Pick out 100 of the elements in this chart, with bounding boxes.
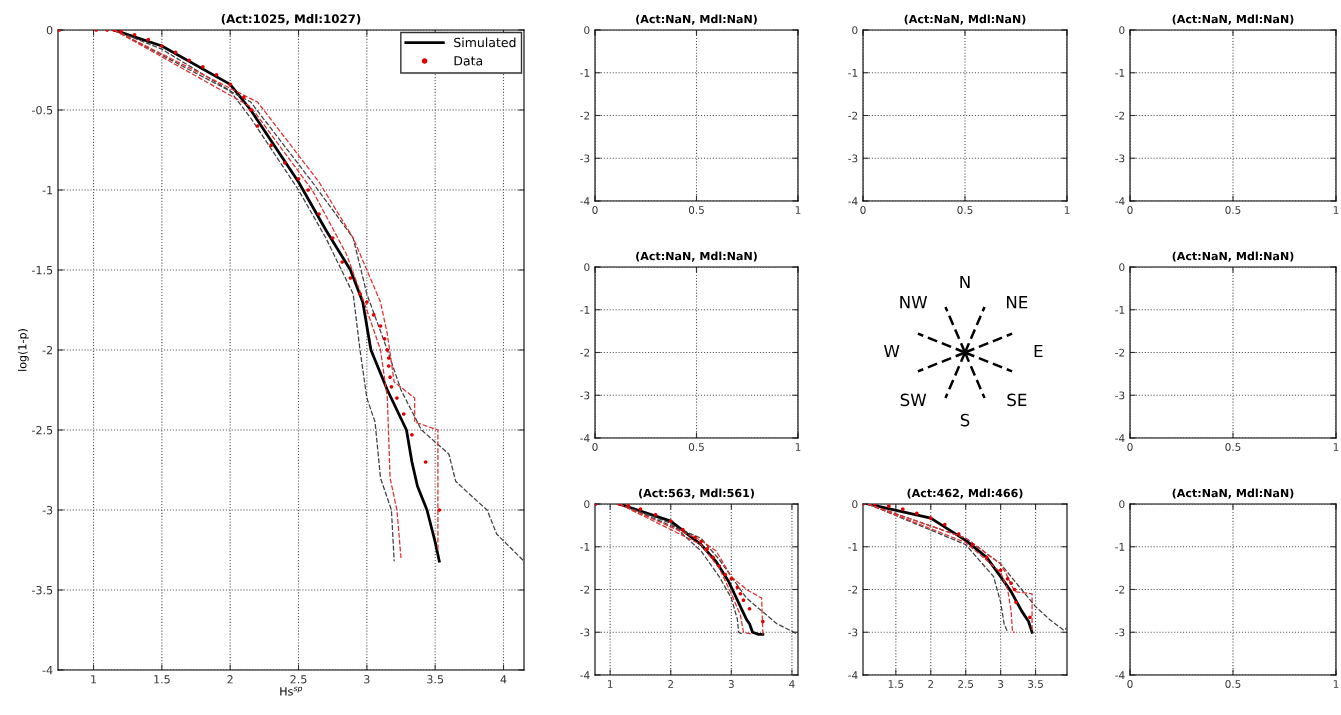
- y-tick-label: -3: [42, 505, 53, 515]
- chart-title: (Act:NaN, Mdl:NaN): [636, 251, 757, 262]
- y-tick-label: -3: [848, 628, 858, 637]
- x-tick-label: 3.5: [1028, 680, 1043, 688]
- x-tick-label: 1: [1333, 206, 1339, 214]
- x-tick-label: 1.5: [154, 675, 170, 684]
- y-tick-label: -4: [580, 671, 590, 679]
- x-tick-label: 4: [500, 675, 507, 684]
- x-tick-label: 1.5: [888, 680, 904, 688]
- y-tick-label: 0: [584, 26, 590, 35]
- x-tick-label: 1: [1333, 680, 1339, 688]
- x-tick-label: 2: [668, 680, 674, 688]
- text: NE: [1006, 296, 1028, 309]
- y-tick-label: -2: [42, 345, 53, 355]
- y-tick-label: 0: [584, 500, 590, 509]
- text: E: [1034, 344, 1043, 358]
- y-tick-label: -2: [1115, 348, 1125, 357]
- y-tick-label: -0.5: [32, 105, 53, 115]
- chart-title: (Act:563, Mdl:561): [639, 488, 754, 499]
- y-tick-label: -4: [1115, 197, 1125, 205]
- x-tick-label: 0.5: [1225, 680, 1241, 688]
- y-tick-label: -4: [580, 434, 590, 442]
- text: S: [960, 413, 970, 427]
- y-tick-label: -2: [580, 585, 590, 594]
- x-tick-label: 1: [1064, 206, 1070, 214]
- text: SE: [1007, 393, 1027, 407]
- y-tick-label: -2: [580, 348, 590, 357]
- text: N: [960, 275, 970, 289]
- x-tick-label: 1: [795, 443, 801, 451]
- x-tick-label: 0: [592, 443, 598, 451]
- x-tick-label: 3: [728, 680, 734, 688]
- x-tick-label: 2: [928, 680, 934, 688]
- text: NW: [900, 296, 928, 309]
- chart-title: (Act:NaN, Mdl:NaN): [636, 14, 757, 25]
- y-tick-label: -2: [1115, 111, 1125, 120]
- y-tick-label: -2.5: [32, 425, 53, 435]
- x-tick-label: 2.5: [958, 680, 974, 688]
- legend-label: Simulated: [454, 37, 516, 48]
- x-tick-label: 3: [364, 675, 370, 684]
- x-tick-label: 1: [795, 206, 801, 214]
- y-tick-label: -1: [580, 306, 590, 314]
- chart-title: (Act:NaN, Mdl:NaN): [1172, 251, 1294, 262]
- y-tick-label: -1: [1115, 306, 1125, 314]
- x-tick-label: 3: [998, 680, 1004, 688]
- chart-title: (Act:NaN, Mdl:NaN): [1172, 488, 1294, 499]
- x-tick-label: 0: [1127, 443, 1133, 451]
- y-tick-label: -1: [42, 186, 53, 195]
- x-tick-label: 0: [860, 206, 866, 214]
- y-tick-label: -4: [42, 666, 53, 675]
- chart-title: (Act:1025, Mdl:1027): [221, 14, 361, 25]
- y-tick-label: -1.5: [32, 266, 53, 275]
- y-tick-label: 0: [1119, 263, 1125, 272]
- y-tick-label: -1: [1115, 69, 1125, 77]
- y-tick-label: -1: [848, 69, 858, 77]
- y-tick-label: -1: [1115, 543, 1125, 551]
- text: SW: [900, 393, 927, 407]
- y-tick-label: -3: [1115, 628, 1125, 637]
- y-tick-label: -4: [848, 197, 858, 205]
- x-tick-label: 0: [1127, 680, 1133, 688]
- x-tick-label: 0: [1127, 206, 1133, 214]
- y-tick-label: 0: [852, 26, 858, 35]
- y-tick-label: -1: [848, 543, 858, 551]
- y-tick-label: -3: [580, 628, 590, 637]
- y-tick-label: 0: [1119, 500, 1125, 509]
- x-tick-label: 4: [789, 680, 795, 688]
- y-tick-label: 0: [1119, 26, 1125, 35]
- y-tick-label: -4: [848, 671, 858, 679]
- y-tick-label: -3: [580, 391, 590, 400]
- x-tick-label: 0.5: [688, 443, 704, 451]
- x-tick-label: 2.5: [290, 675, 307, 684]
- y-tick-label: -1: [580, 543, 590, 551]
- x-tick-label: 1: [1333, 443, 1339, 451]
- y-tick-label: -1: [580, 69, 590, 77]
- x-tick-label: 0.5: [688, 206, 704, 214]
- y-tick-label: -3: [1115, 391, 1125, 400]
- x-tick-label: 0.5: [1225, 443, 1241, 451]
- y-tick-label: -2: [848, 585, 858, 594]
- y-tick-label: -3: [1115, 154, 1125, 163]
- y-tick-label: -4: [580, 197, 590, 205]
- chart-title: (Act:NaN, Mdl:NaN): [1172, 14, 1294, 25]
- y-tick-label: -2: [1115, 585, 1125, 594]
- y-tick-label: 0: [584, 263, 590, 272]
- x-tick-label: 1: [91, 675, 97, 684]
- x-axis-title: Hs$^{sp}$: [280, 686, 303, 696]
- x-tick-label: 3.5: [427, 675, 444, 684]
- x-tick-label: 0.5: [1225, 206, 1241, 214]
- y-tick-label: -3: [848, 154, 858, 163]
- y-tick-label: -4: [1115, 671, 1125, 679]
- y-tick-label: -4: [1115, 434, 1125, 442]
- x-tick-label: 2: [227, 675, 233, 684]
- chart-title: (Act:462, Mdl:466): [907, 488, 1023, 499]
- text: W: [884, 344, 900, 358]
- x-tick-label: 1: [607, 680, 613, 688]
- x-tick-label: 0.5: [957, 206, 973, 214]
- chart-title: (Act:NaN, Mdl:NaN): [904, 14, 1026, 25]
- y-tick-label: -2: [580, 111, 590, 120]
- y-tick-label: -3: [580, 154, 590, 163]
- y-tick-label: 0: [852, 500, 858, 509]
- y-tick-label: 0: [46, 25, 53, 35]
- y-axis-title: log(1-p): [17, 329, 29, 371]
